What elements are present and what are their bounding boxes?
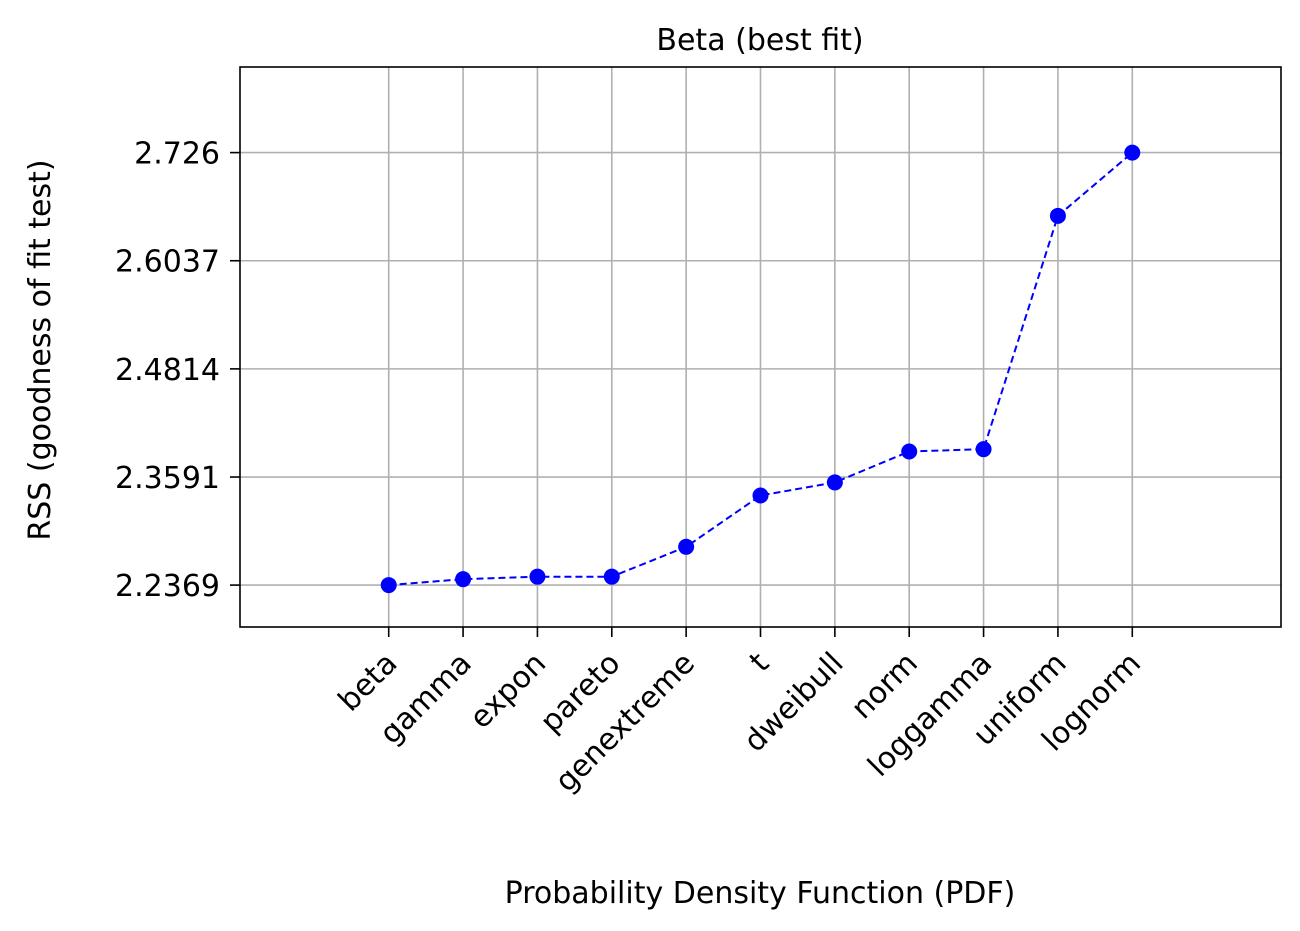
- y-tick-label: 2.4814: [115, 353, 220, 388]
- data-point: [603, 568, 620, 585]
- y-tick-label: 2.2369: [115, 569, 220, 604]
- series-line: [388, 151, 1133, 587]
- data-point: [678, 538, 695, 555]
- data-point: [455, 571, 472, 588]
- series: [380, 144, 1141, 594]
- data-point: [380, 577, 397, 594]
- data-point: [529, 568, 546, 585]
- grid: [240, 67, 1281, 627]
- chart-title: Beta (best fit): [656, 23, 863, 58]
- x-tick-label: t: [743, 646, 776, 679]
- y-tick-label: 2.726: [134, 137, 220, 172]
- y-tick-label: 2.6037: [115, 245, 220, 280]
- data-point: [752, 487, 769, 504]
- data-point: [1049, 207, 1066, 224]
- data-point: [1124, 144, 1141, 161]
- data-point: [826, 474, 843, 491]
- data-point: [975, 441, 992, 458]
- data-point: [901, 443, 918, 460]
- y-tick-label: 2.3591: [115, 461, 220, 496]
- y-axis: 2.2369 2.3591 2.4814 2.6037 2.726: [115, 137, 240, 604]
- x-axis-label: Probability Density Function (PDF): [505, 876, 1016, 911]
- y-axis-label: RSS (goodness of fit test): [23, 159, 58, 540]
